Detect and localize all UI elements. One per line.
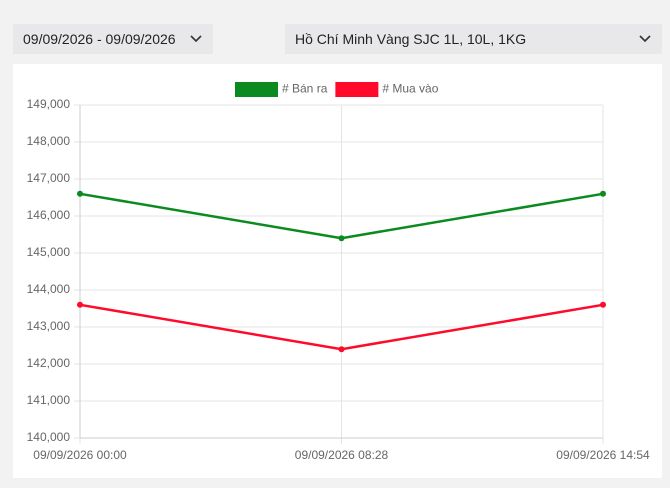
- chevron: [190, 35, 202, 43]
- x-tick-label: 09/09/2026 14:54: [556, 448, 650, 462]
- y-tick-label: 142,000: [27, 356, 71, 370]
- date-range-picker[interactable]: 09/09/2026 - 09/09/2026: [13, 24, 213, 54]
- y-tick-label: 148,000: [27, 134, 71, 148]
- chart: 140,000 141,000 142,000 143,000 144,000 145,0…: [27, 82, 650, 463]
- data-point: [338, 346, 345, 353]
- x-tick-label: 09/09/2026 00:00: [33, 448, 127, 462]
- product-select[interactable]: Hồ Chí Minh Vàng SJC 1L, 10L, 1KG: [285, 24, 662, 54]
- y-tick-label: 143,000: [27, 319, 71, 333]
- y-tick-label: 140,000: [27, 430, 71, 444]
- y-tick-label: 149,000: [27, 97, 71, 111]
- y-tick-label: 145,000: [27, 245, 71, 259]
- legend-swatch: [335, 82, 379, 97]
- legend-label: # Mua vào: [382, 82, 438, 96]
- date-range-text: 09/09/2026 - 09/09/2026: [23, 31, 176, 47]
- x-tick-label: 09/09/2026 08:28: [295, 448, 389, 462]
- data-point: [77, 301, 83, 308]
- product-text: Hồ Chí Minh Vàng SJC 1L, 10L, 1KG: [295, 31, 527, 47]
- chevron: [639, 35, 651, 43]
- y-tick-label: 141,000: [27, 393, 71, 407]
- chart-panel: 140,000 141,000 142,000 143,000 144,000 145,0…: [13, 64, 662, 478]
- data-point: [600, 301, 606, 308]
- data-point: [600, 190, 606, 197]
- data-point: [338, 235, 345, 242]
- y-tick-label: 144,000: [27, 282, 71, 296]
- data-point: [77, 190, 83, 197]
- legend-label: # Bán ra: [282, 82, 328, 96]
- y-tick-label: 146,000: [27, 208, 71, 222]
- legend-swatch: [235, 82, 278, 97]
- y-tick-label: 147,000: [27, 171, 71, 185]
